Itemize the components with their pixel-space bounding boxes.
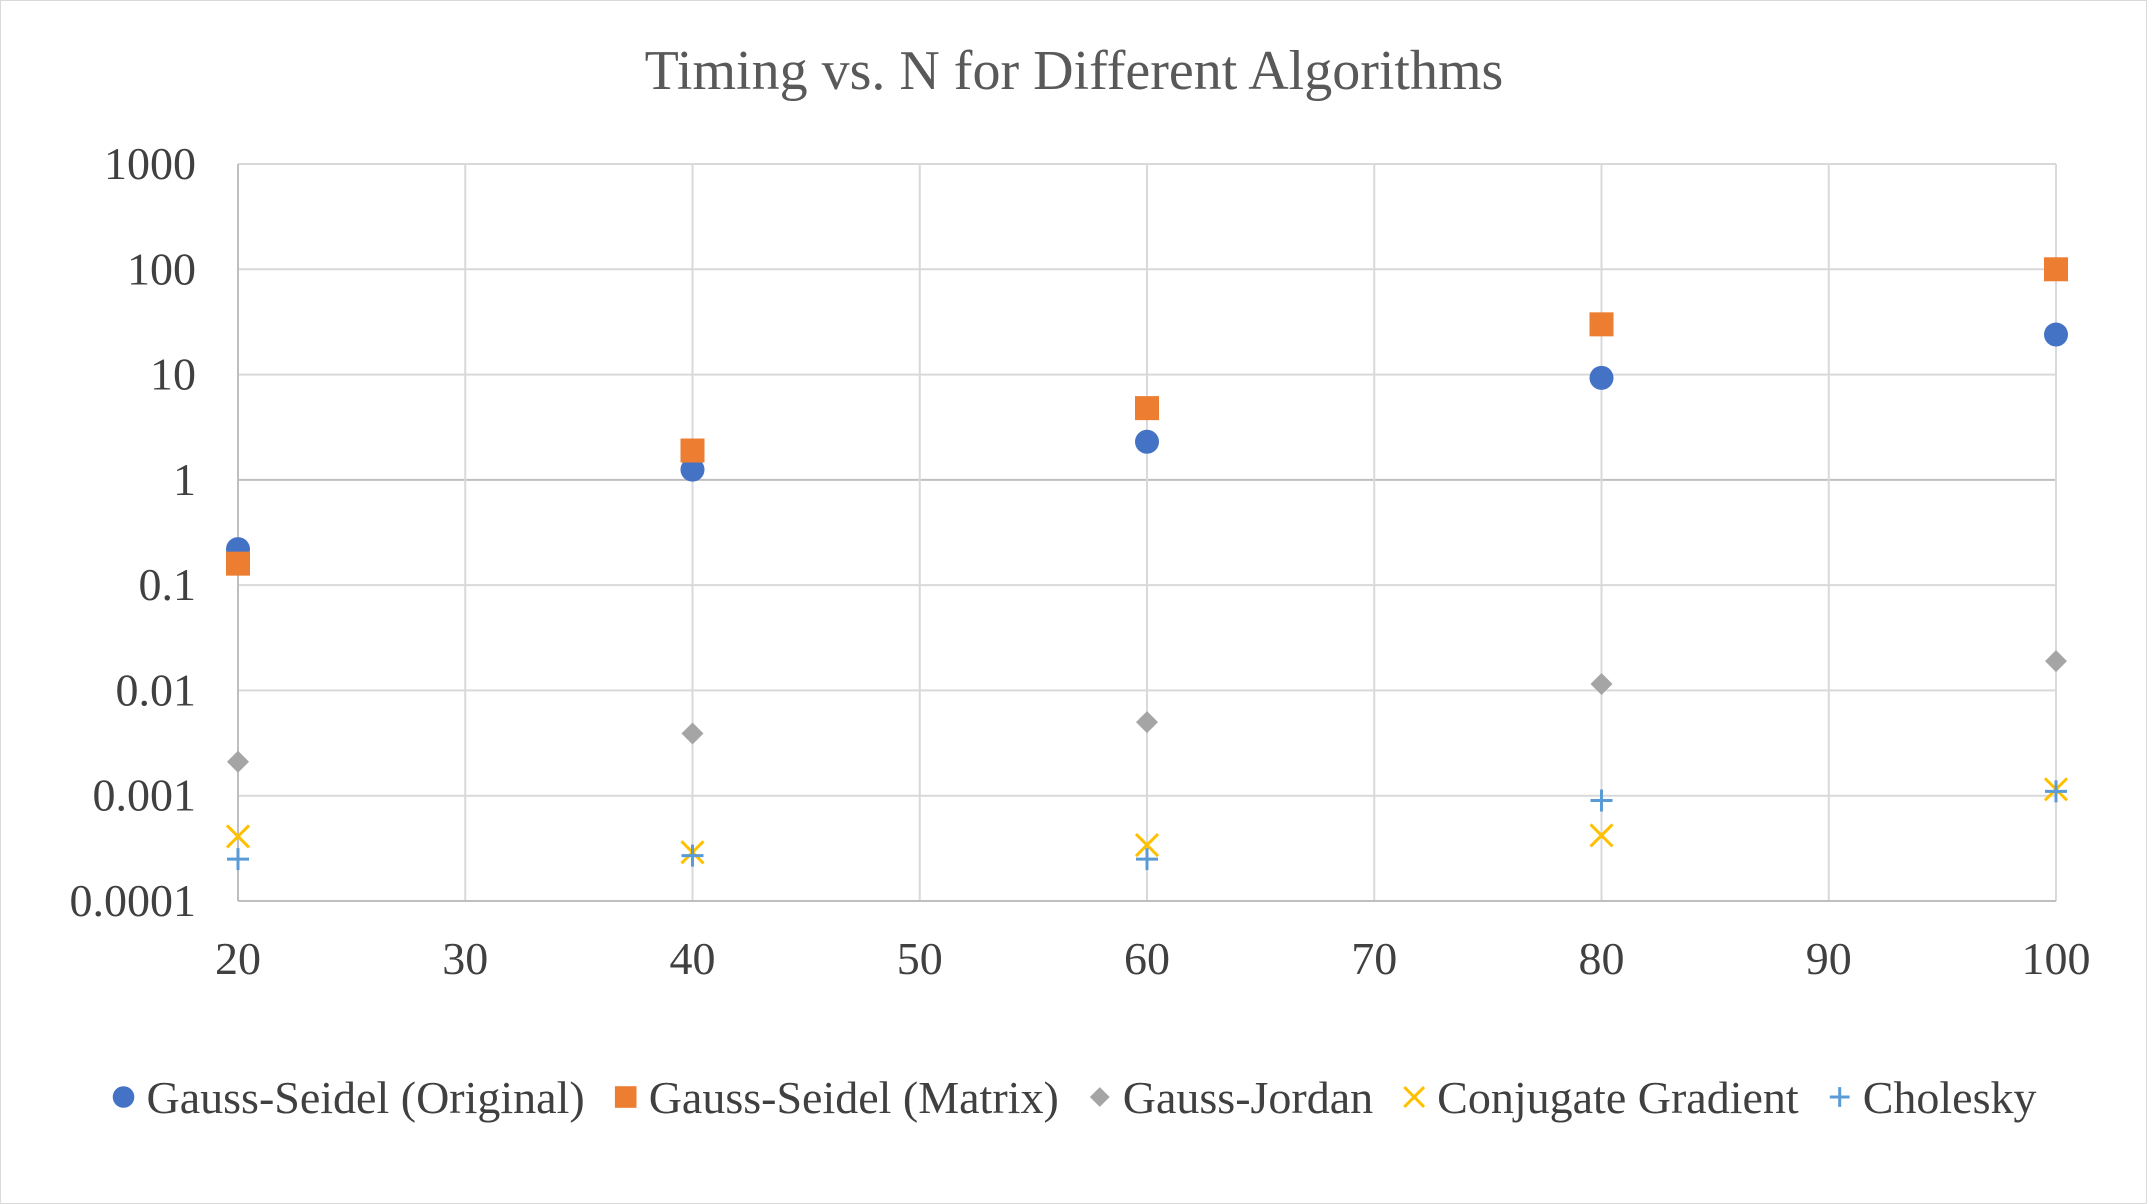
series-0: [226, 322, 2068, 562]
tick-label-layer: 0.0001 0.001 0.01 0.1 1 10 100 1000 20 30 40 50 60 70…: [70, 138, 2091, 984]
legend-label: Cholesky: [1863, 1072, 2037, 1123]
data-point: [1590, 673, 1613, 696]
y-tick-label: 0.001: [93, 770, 197, 821]
legend-marker: [1089, 1087, 1110, 1107]
data-marks-layer: [225, 257, 2069, 871]
x-tick-label: 30: [442, 933, 488, 984]
data-point: [681, 844, 704, 867]
x-tick-label: 40: [670, 933, 716, 984]
y-tick-label: 1: [173, 454, 196, 505]
legend-item: Gauss-Seidel (Matrix): [614, 1072, 1059, 1123]
data-point: [1135, 429, 1159, 454]
data-point: [1589, 823, 1614, 848]
data-point: [1136, 848, 1158, 871]
legend-label: Gauss-Seidel (Original): [147, 1072, 585, 1123]
legend-label: Conjugate Gradient: [1437, 1072, 1799, 1123]
x-tick-label: 80: [1579, 933, 1625, 984]
y-tick-label: 100: [127, 243, 196, 294]
data-point: [2044, 257, 2068, 282]
data-point: [227, 848, 249, 871]
y-tick-label: 10: [150, 349, 196, 400]
data-point: [1589, 365, 1614, 390]
data-point: [1135, 396, 1159, 421]
legend-item: Gauss-Seidel (Original): [112, 1072, 585, 1123]
x-tick-label: 50: [897, 933, 943, 984]
data-point: [681, 722, 704, 745]
data-point: [2045, 780, 2067, 803]
y-tick-label: 0.1: [139, 559, 197, 610]
data-point: [680, 438, 705, 463]
legend-label: Gauss-Seidel (Matrix): [649, 1072, 1059, 1123]
data-point: [2044, 322, 2068, 347]
legend-item: Gauss-Jordan: [1089, 1072, 1373, 1123]
legend-marker: [1829, 1087, 1850, 1107]
data-point: [1590, 789, 1613, 812]
data-point: [226, 551, 250, 576]
series-2: [227, 650, 2067, 773]
legend-label: Gauss-Jordan: [1123, 1072, 1373, 1123]
series-1: [226, 257, 2068, 576]
data-point: [1134, 832, 1160, 858]
y-tick-label: 0.01: [116, 664, 197, 715]
legend-item: Conjugate Gradient: [1403, 1072, 1799, 1123]
x-tick-label: 70: [1351, 933, 1397, 984]
chart-title: Timing vs. N for Different Algorithms: [645, 40, 1504, 102]
series-4: [227, 780, 2067, 871]
x-tick-label: 100: [2022, 933, 2091, 984]
y-tick-label: 1000: [104, 138, 196, 189]
x-tick-label: 60: [1124, 933, 1170, 984]
data-point: [227, 750, 249, 773]
data-point: [1589, 312, 1614, 337]
legend-item: Cholesky: [1829, 1072, 2037, 1123]
data-point: [680, 457, 705, 482]
legend-marker: [614, 1086, 637, 1108]
data-point: [2045, 650, 2067, 673]
legend-marker: [1403, 1086, 1426, 1108]
legend-marker: [112, 1086, 135, 1108]
data-point: [225, 824, 251, 849]
data-point: [1136, 711, 1158, 734]
grid-layer: [237, 163, 2057, 902]
y-tick-label: 0.0001: [70, 875, 197, 926]
legend: Gauss-Seidel (Original) Gauss-Seidel (Mat…: [112, 1072, 2037, 1123]
x-tick-label: 20: [215, 933, 261, 984]
x-tick-label: 90: [1806, 933, 1852, 984]
